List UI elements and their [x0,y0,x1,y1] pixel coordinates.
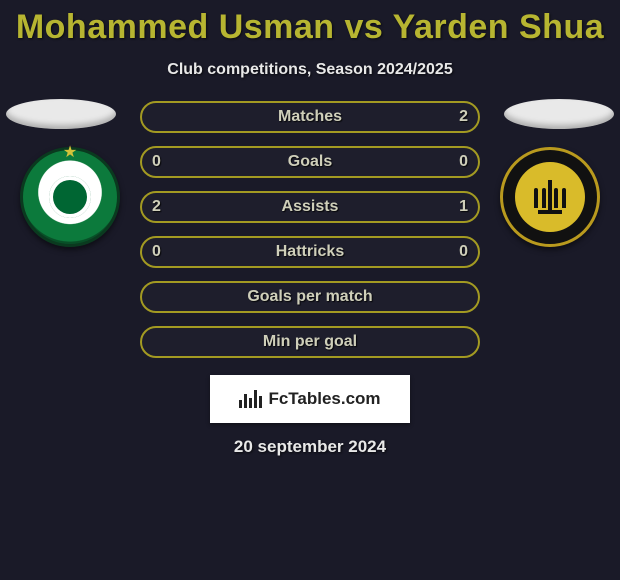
pedestal-left [6,99,116,129]
stat-row-mpg: Min per goal [140,326,480,358]
stat-row-assists: 2 Assists 1 [140,191,480,223]
stat-row-matches: Matches 2 [140,101,480,133]
stat-right: 0 [459,153,468,171]
pedestal-right [504,99,614,129]
stat-row-hattricks: 0 Hattricks 0 [140,236,480,268]
stat-left: 0 [152,243,161,261]
stat-label: Goals per match [247,288,372,306]
stat-row-gpm: Goals per match [140,281,480,313]
stat-label: Goals [288,153,332,171]
stat-row-goals: 0 Goals 0 [140,146,480,178]
stat-left: 0 [152,153,161,171]
stat-right: 2 [459,108,468,126]
stat-left: 2 [152,198,161,216]
comparison-stage: Matches 2 0 Goals 0 2 Assists 1 0 Hattri… [0,101,620,361]
stat-label: Hattricks [276,243,344,261]
branding-badge: FcTables.com [210,375,410,423]
subtitle: Club competitions, Season 2024/2025 [0,61,620,79]
stat-label: Min per goal [263,333,357,351]
date-text: 20 september 2024 [0,437,620,457]
stat-label: Assists [282,198,339,216]
stat-right: 0 [459,243,468,261]
stat-rows: Matches 2 0 Goals 0 2 Assists 1 0 Hattri… [140,101,480,358]
menorah-icon [515,162,585,232]
team-badge-left [20,147,120,247]
stat-label: Matches [278,108,342,126]
stat-right: 1 [459,198,468,216]
bars-icon [239,390,262,408]
branding-text: FcTables.com [268,389,380,409]
team-badge-right [500,147,600,247]
page-title: Mohammed Usman vs Yarden Shua [0,0,620,47]
